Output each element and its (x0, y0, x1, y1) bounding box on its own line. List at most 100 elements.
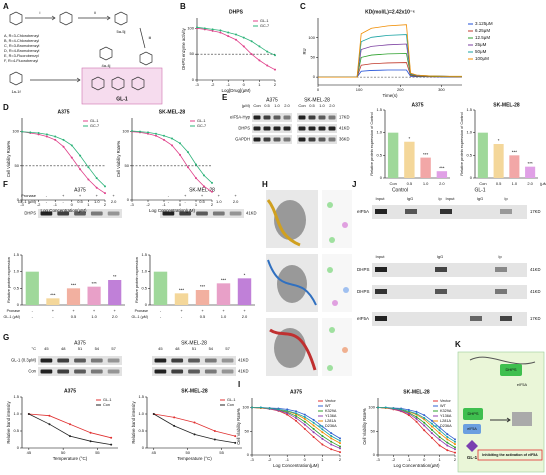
significance: *** (179, 288, 185, 293)
data-point (430, 436, 433, 439)
blot-lane-label: 48 (175, 346, 180, 351)
chart-title: SK-MEL-28 (403, 389, 430, 395)
data-point (70, 144, 73, 147)
blot-lane-label: - (46, 193, 48, 198)
x-tick-label: 0 (71, 202, 74, 207)
x-tick-label: Con (389, 181, 396, 186)
scheme-text: 1a-1f (11, 89, 21, 94)
data-point (438, 432, 441, 435)
legend-label: Vector (440, 399, 451, 403)
blot-band (229, 211, 242, 216)
y-tick-label: 1.5 (13, 394, 19, 399)
blot-band (40, 369, 53, 374)
x-tick-label: 1 (321, 457, 324, 462)
x-row-label: + (201, 308, 204, 313)
panel-letter: E (222, 93, 228, 102)
data-point (438, 426, 441, 429)
ip-text: Input (376, 254, 386, 259)
blot-band (298, 126, 306, 131)
data-point (37, 132, 40, 135)
data-point (330, 432, 333, 435)
legend-label: K329A (325, 409, 337, 413)
x-tick-label: 2 (339, 457, 342, 462)
blot-band (107, 211, 120, 216)
blot-lane-label: 51 (192, 346, 197, 351)
data-point (89, 440, 92, 443)
data-point (430, 419, 433, 422)
mechanism (457, 351, 545, 473)
y-axis-label: Relative band intensity (131, 401, 136, 444)
data-point (203, 27, 206, 30)
data-point (384, 406, 387, 409)
x-tick-label: 1.0 (91, 314, 97, 319)
y-axis-label: Relative protein expression (135, 257, 139, 303)
legend-label: Vector (325, 399, 336, 403)
data-point (62, 145, 65, 148)
data-point (454, 448, 456, 451)
data-point (27, 413, 30, 415)
x-axis-label: Log[Drug](μM) (221, 88, 251, 93)
blot-band-label: eIF5A-Hyp (230, 115, 251, 120)
x-tick-label: 0.5 (407, 181, 413, 186)
ip-text: Input (446, 196, 456, 201)
blot-band (283, 137, 291, 142)
significance: *** (50, 293, 56, 298)
x-row-label: + (180, 308, 183, 313)
blot-band (273, 126, 281, 131)
data-point (446, 433, 449, 436)
legend-label: D236A (440, 424, 452, 428)
legend-label: WT (325, 404, 332, 408)
ip-text: 17KD (530, 209, 540, 214)
blot-lane-label: + (79, 193, 82, 198)
bar (493, 144, 504, 178)
y-tick-label: 0 (313, 74, 316, 79)
y-tick-label: 0 (17, 302, 20, 307)
y-axis-label: DHPS enzyme activity (181, 27, 186, 69)
scheme-text: i (40, 10, 41, 15)
data-point (95, 186, 98, 189)
significance: *** (423, 152, 429, 157)
blot-band-label: DHPS (238, 126, 250, 131)
x-tick-label: 1 (195, 202, 198, 207)
data-point (286, 413, 289, 416)
y-axis-label: Relative protein expression of Control (370, 112, 374, 175)
data-point (321, 431, 324, 434)
legend-label: Con (103, 403, 110, 407)
ip-text: Ip (498, 254, 502, 259)
y-tick-label: 1.5 (138, 394, 144, 399)
legend-label: K329A (440, 409, 452, 413)
data-point (438, 438, 441, 441)
y-tick-label: 100 (12, 129, 19, 134)
blot-band (318, 126, 326, 131)
scheme-text: iii (149, 35, 152, 40)
x-axis-label: Temperature (°C) (53, 456, 88, 461)
data-point (187, 151, 189, 154)
x-tick-label: 0.5 (496, 181, 502, 186)
blot-band (171, 369, 184, 374)
blot-band (107, 358, 120, 363)
data-point (54, 135, 57, 138)
bar (509, 155, 520, 178)
y-tick-label: 50 (311, 54, 316, 59)
blot-lane-label: 1.0 (274, 103, 280, 108)
data-point (259, 406, 262, 409)
data-point (219, 31, 222, 34)
data-point (69, 423, 71, 426)
data-point (69, 435, 71, 438)
bar (237, 278, 252, 305)
y-tick-label: 50 (15, 163, 20, 168)
y-tick-label: 100 (122, 129, 129, 134)
blot-lane-label: 57 (111, 346, 116, 351)
blot-band (253, 126, 261, 131)
scheme-text: A, R=3-Chlorobenzyl (4, 34, 39, 38)
blot-lane-label: - (168, 199, 170, 204)
blot-band (154, 358, 167, 363)
data-point (295, 415, 297, 418)
row-label: Pronase (135, 309, 148, 313)
blot-band (74, 358, 86, 363)
x-tick-label: -1 (285, 457, 289, 462)
data-point (295, 416, 297, 419)
y-tick-label: 50 (245, 428, 250, 433)
blot-band (328, 126, 336, 131)
y-tick-label: 0 (192, 77, 195, 82)
